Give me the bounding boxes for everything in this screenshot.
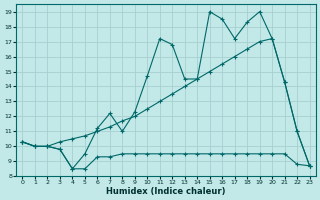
X-axis label: Humidex (Indice chaleur): Humidex (Indice chaleur)	[106, 187, 226, 196]
